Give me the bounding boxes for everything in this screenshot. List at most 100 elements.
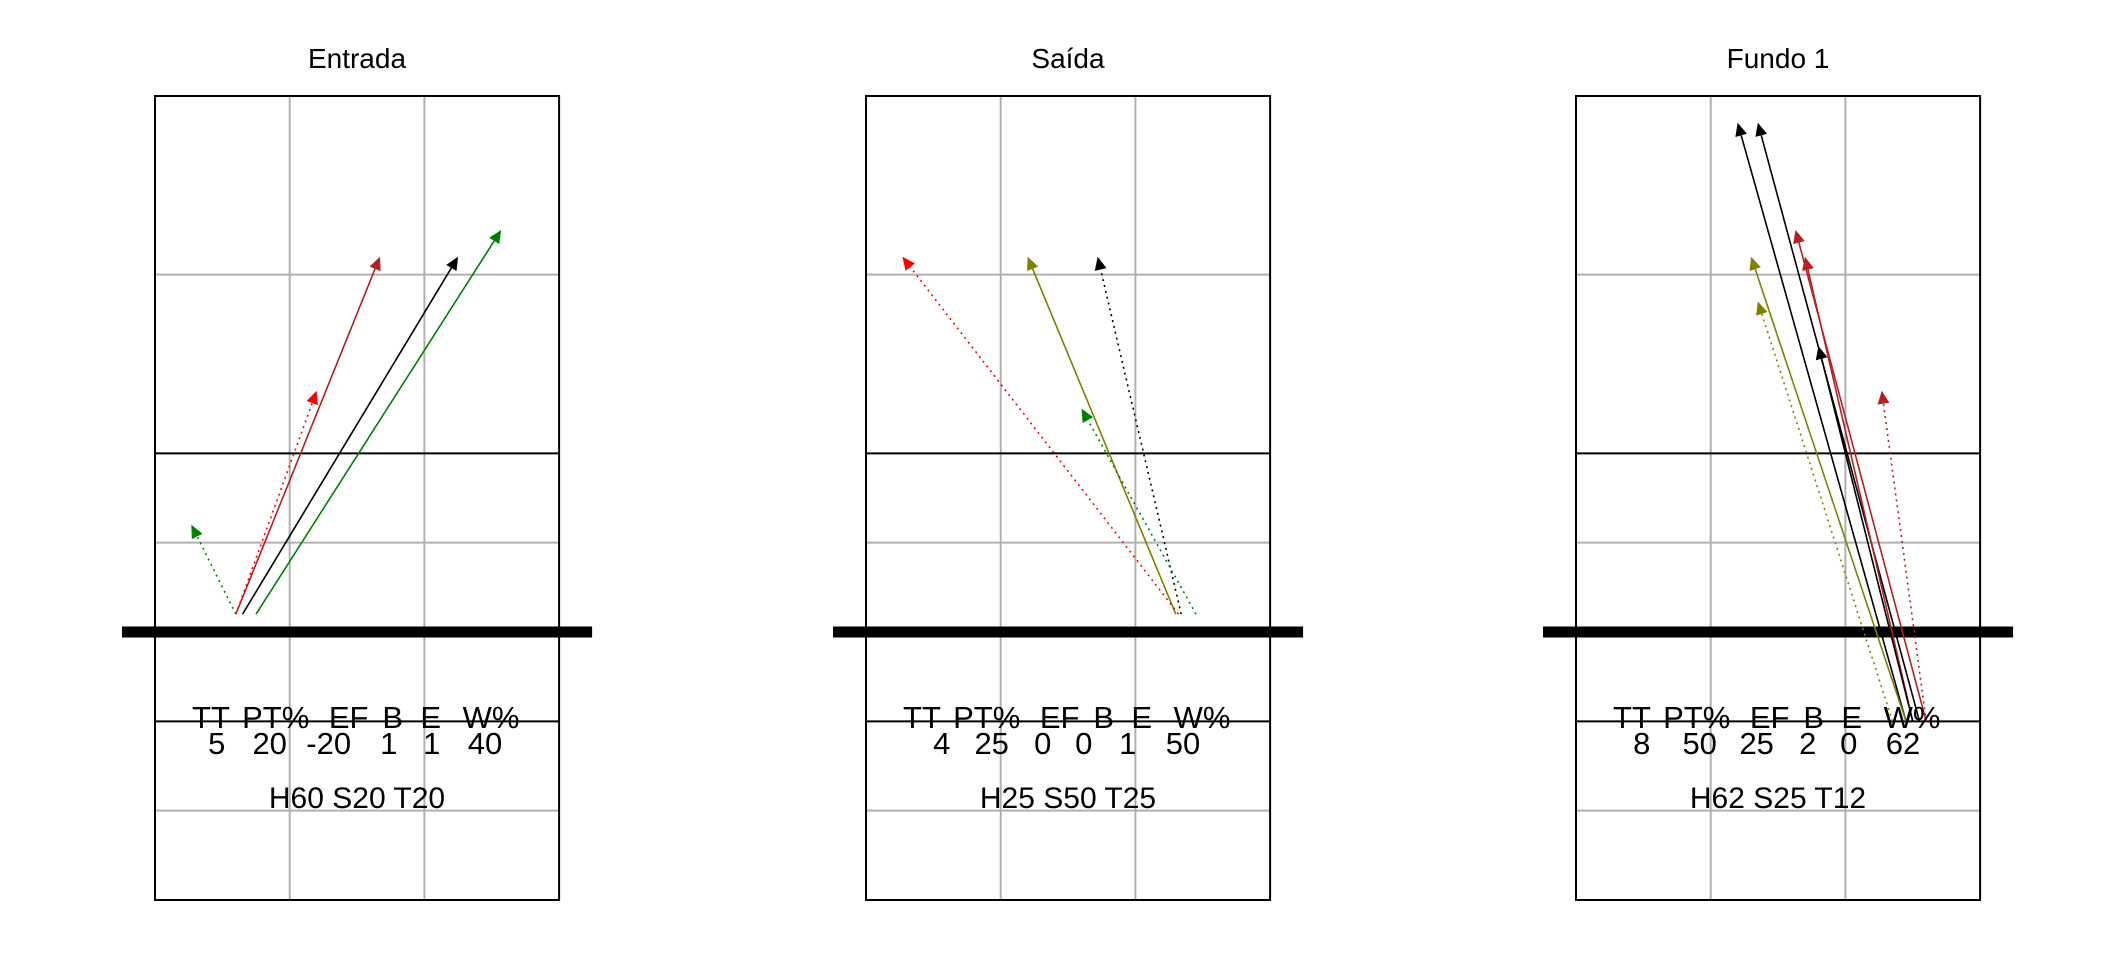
arrow-head (1735, 122, 1747, 137)
arrow-shaft (1760, 135, 1921, 722)
attack-arrow (1802, 256, 1914, 722)
stats-header-e: E (1841, 700, 1862, 735)
attack-arrow (1877, 390, 1928, 722)
arrow-shaft (1761, 313, 1894, 722)
stats-value-w: 40 (468, 726, 502, 761)
stats-value-ef: -20 (306, 726, 351, 761)
arrow-head (1027, 256, 1039, 272)
stats-header: TT PT% EF B E W% (192, 700, 519, 735)
stats-value-pt: 50 (1682, 726, 1716, 761)
stats-header-ef: EF (1750, 700, 1790, 735)
stats-value-e: 1 (1119, 726, 1136, 761)
stats-header-w: W% (1174, 700, 1231, 735)
zone-distribution: H60 S20 T20 (269, 782, 445, 815)
arrow-head (191, 524, 203, 540)
stats-value-b: 0 (1075, 726, 1092, 761)
stats-header-e: E (1131, 700, 1152, 735)
stats-header-b: B (1803, 700, 1824, 735)
stats-value-ef: 25 (1739, 726, 1773, 761)
court-outline (865, 95, 1272, 901)
stats-values: 4 25 0 0 1 50 (933, 726, 1200, 761)
stats-value-tt: 4 (933, 726, 950, 761)
stats-value-w: 50 (1166, 726, 1200, 761)
arrow-shaft (1031, 268, 1177, 615)
arrow-shaft (241, 267, 453, 615)
court-grid (122, 95, 593, 901)
panel-title: Saída (1031, 43, 1105, 74)
court-outline (154, 95, 561, 901)
attack-arrow (1094, 256, 1182, 615)
arrow-shaft (1807, 269, 1914, 722)
arrow-head (1815, 346, 1828, 361)
stats-header: TT PT% EF B E W% (903, 700, 1230, 735)
attack-arrow (241, 256, 459, 615)
panel-fundo-1: Fundo 1 TT PT% EF B E W% 8 50 25 2 0 62 … (1543, 43, 2014, 901)
arrow-shaft (196, 536, 237, 615)
arrow-head (489, 230, 502, 245)
attack-arrow (1081, 408, 1197, 615)
panel-title: Entrada (308, 43, 406, 74)
zone-distribution: H62 S25 T12 (1690, 782, 1866, 815)
stats-header-e: E (420, 700, 441, 735)
stats-value-b: 1 (380, 726, 397, 761)
panel-saida: Saída TT PT% EF B E W% 4 25 0 0 1 50 H25… (833, 43, 1304, 901)
court-grid (1543, 95, 2014, 901)
attack-arrow (1815, 346, 1914, 722)
arrow-head (306, 390, 318, 406)
attack-arrow (1735, 122, 1907, 722)
arrow-head (1081, 408, 1094, 423)
arrow-head (1877, 390, 1890, 405)
stats-header-pt: PT% (953, 700, 1020, 735)
arrow-layer (191, 230, 502, 615)
stats-header-w: W% (463, 700, 520, 735)
arrow-shaft (235, 402, 313, 615)
panel-title: Fundo 1 (1727, 43, 1830, 74)
attack-arrow (235, 256, 381, 615)
stats-header-pt: PT% (242, 700, 309, 735)
zone-distribution: H25 S50 T25 (980, 782, 1156, 815)
arrow-shaft (1754, 268, 1907, 722)
attack-arrow (191, 524, 237, 615)
attack-arrow (902, 256, 1180, 615)
attack-arrow (1756, 301, 1894, 722)
stats-value-w: 62 (1886, 726, 1920, 761)
stats-header-w: W% (1884, 700, 1941, 735)
panel-entrada: Entrada TT PT% EF B E W% 5 20 -20 1 1 40… (122, 43, 593, 901)
stats-header-tt: TT (1613, 700, 1651, 735)
arrow-shaft (235, 268, 376, 615)
attack-arrow (1749, 256, 1907, 722)
stats-value-b: 2 (1799, 726, 1816, 761)
stats-header-tt: TT (903, 700, 941, 735)
stats-value-e: 0 (1840, 726, 1857, 761)
arrow-shaft (1820, 358, 1914, 722)
stats-header-ef: EF (1040, 700, 1080, 735)
attack-arrow (1755, 122, 1921, 722)
court-grid (833, 95, 1304, 901)
arrow-head (446, 256, 459, 272)
arrow-layer (1735, 122, 1928, 722)
stats-value-pt: 25 (974, 726, 1008, 761)
stats-value-pt: 20 (252, 726, 286, 761)
arrow-head (1749, 256, 1761, 272)
attack-arrow (1027, 256, 1177, 615)
attack-arrow (235, 390, 318, 615)
arrow-shaft (1099, 269, 1182, 615)
arrow-head (1802, 256, 1814, 271)
attack-arrow (255, 230, 502, 615)
stats-value-ef: 0 (1034, 726, 1051, 761)
stats-header-pt: PT% (1663, 700, 1730, 735)
stats-value-tt: 8 (1633, 726, 1650, 761)
arrow-layer (902, 256, 1197, 615)
arrow-shaft (1087, 419, 1197, 615)
stats-value-e: 1 (423, 726, 440, 761)
stats-values: 8 50 25 2 0 62 (1633, 726, 1920, 761)
stats-header: TT PT% EF B E W% (1613, 700, 1940, 735)
stats-values: 5 20 -20 1 1 40 (208, 726, 502, 761)
arrow-head (1094, 256, 1107, 271)
arrow-shaft (1740, 135, 1907, 722)
arrow-head (369, 256, 381, 272)
arrow-head (1793, 230, 1805, 245)
arrow-head (1755, 122, 1768, 137)
stats-header-b: B (382, 700, 403, 735)
